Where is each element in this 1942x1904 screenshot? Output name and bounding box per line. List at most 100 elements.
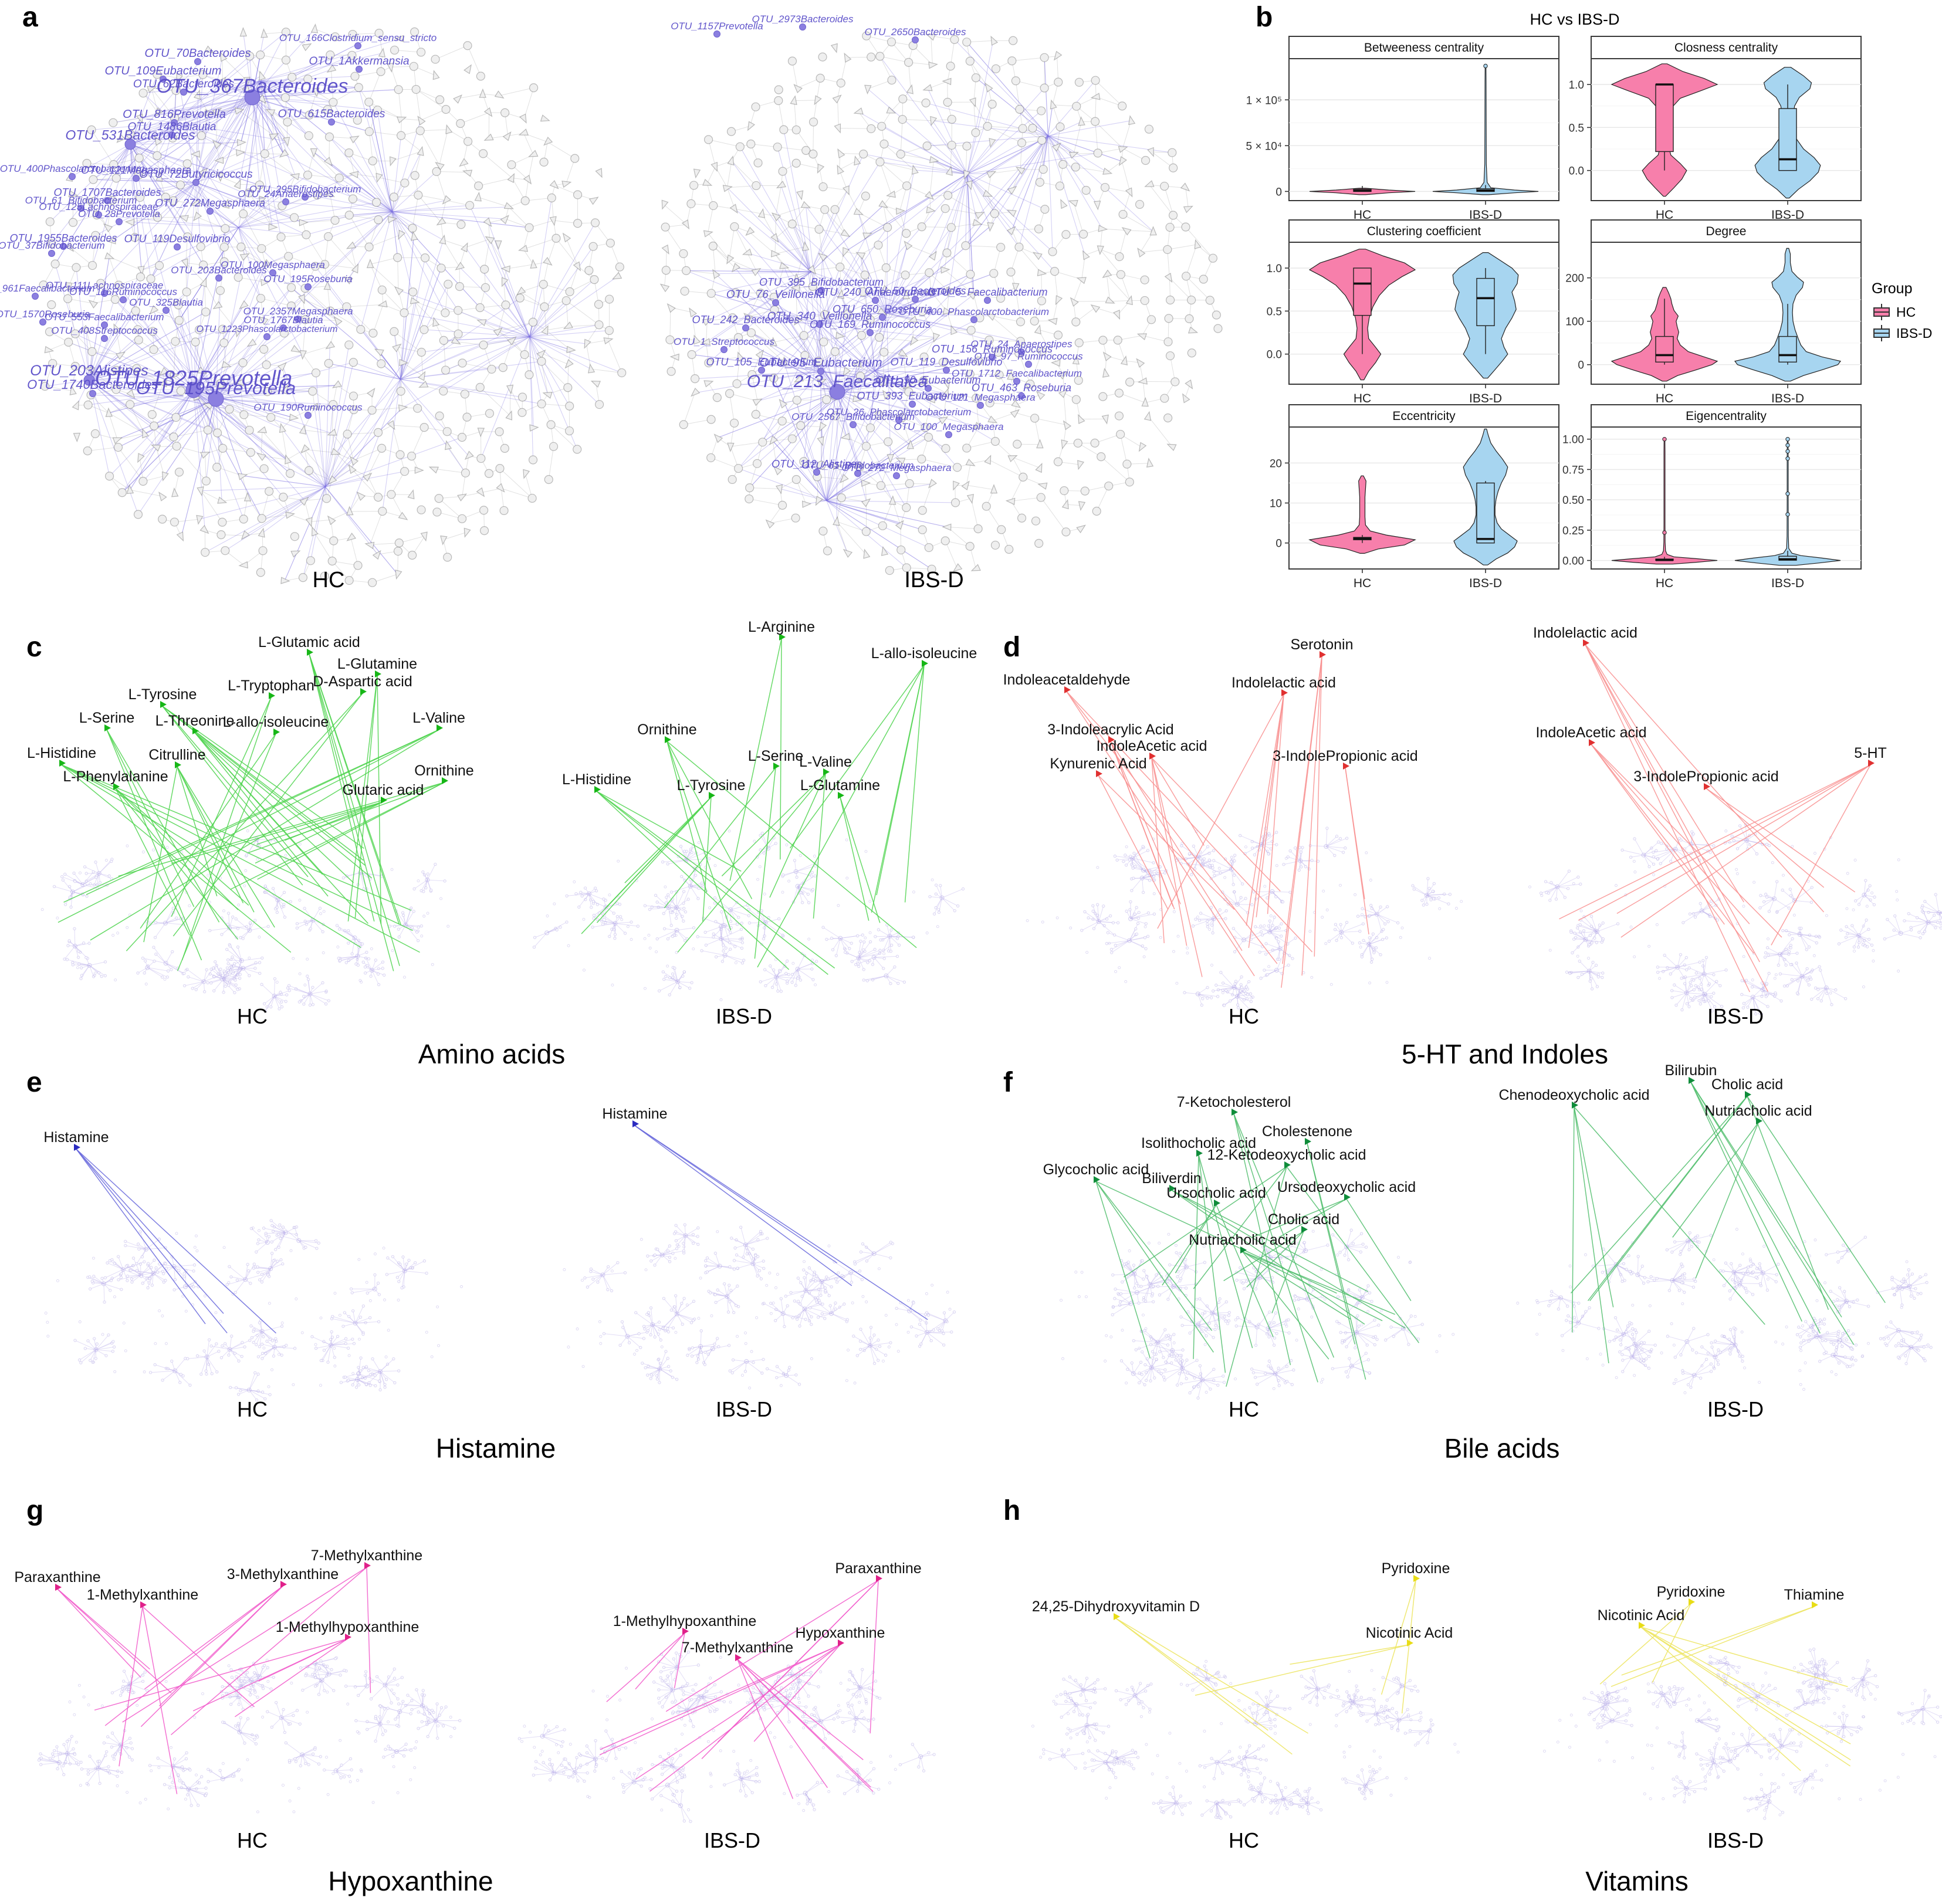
violin-facet: Eccentricity 0 10 20 HC IBS-D <box>1270 404 1559 590</box>
y-tick-label: 0.50 <box>1562 494 1584 507</box>
y-tick-label: 1.0 <box>1569 79 1584 92</box>
legend-title: Group <box>1872 280 1913 297</box>
category-title: Vitamins <box>1585 1866 1689 1896</box>
metabolite-label: L-allo-isoleucine <box>223 714 329 730</box>
metabolite-node <box>1320 651 1326 658</box>
otu-label: OTU_119Desulfovibrio <box>124 233 231 245</box>
metabolite-node <box>307 649 313 656</box>
metabolite-node <box>273 729 280 736</box>
y-tick-label: 0 <box>1276 186 1282 198</box>
otu-label: OTU_121Megasphaera <box>81 164 191 176</box>
otu-label: OTU_816Prevotella <box>123 108 226 121</box>
facet-title: Clustering coefficient <box>1367 225 1481 238</box>
y-tick-label: 0 <box>1276 538 1282 550</box>
metabolite-node <box>104 724 111 731</box>
metabolite-label: L-Tyrosine <box>677 777 746 794</box>
otu-label: OTU_105_Eubacterium <box>706 356 817 368</box>
metabolite-label: Thiamine <box>1784 1587 1845 1603</box>
otu-label: OTU_190Ruminococcus <box>253 402 363 413</box>
otu-label: OTU_1712_Faecalibacterium <box>952 368 1082 379</box>
violin-facet: Degree 0 100 200 HC IBS-D <box>1565 219 1862 405</box>
otu-label: OTU_340_Veillonella <box>767 310 872 323</box>
facet-title: Eigencentrality <box>1686 409 1767 423</box>
otu-label: OTU_2357Megasphaera <box>243 306 353 317</box>
metabolite-label: Citrulline <box>148 747 205 763</box>
metabolite-node <box>1094 1176 1100 1183</box>
legend-label-ibsd: IBS-D <box>1896 325 1933 341</box>
metabolite-node <box>922 660 928 667</box>
x-group-label: IBS-D <box>1469 577 1502 590</box>
otu-label: OTU_242_Bacteroides <box>692 314 799 326</box>
legend-item-ibsd: IBS-D <box>1872 323 1932 343</box>
metabolite-node <box>59 760 66 767</box>
subnet-caption: IBS-D <box>715 1397 773 1421</box>
otu-label: OTU_97_Ruminococcus <box>974 351 1083 362</box>
metabolite-node <box>1096 770 1102 777</box>
metabolite-label: Nicotinic Acid <box>1366 1625 1453 1641</box>
subnet-caption: HC <box>237 1828 268 1852</box>
metabolite-label: L-Tryptophan <box>228 677 314 694</box>
otu-label: OTU_109Eubacterium <box>105 65 222 77</box>
metabolite-node <box>437 724 443 731</box>
metabolite-label: Glycocholic acid <box>1043 1161 1149 1178</box>
otu-label: OTU_1_Streptococcus <box>674 336 774 347</box>
metabolite-node <box>345 1634 351 1641</box>
legend-label-hc: HC <box>1896 304 1916 320</box>
metabolite-label: Ornithine <box>414 763 473 779</box>
metabolite-node <box>1639 1622 1645 1629</box>
y-tick-label: 200 <box>1565 273 1584 285</box>
panel-a-network-hc: OTU_367Bacteroides OTU_70Bacteroides OTU_1… <box>0 23 627 587</box>
otu-label: OTU_61_Bifidobacterium <box>25 195 137 206</box>
otu-label: OTU_125Lachnospiraceae <box>39 201 158 212</box>
metabolite-node <box>1756 1117 1762 1124</box>
subnet-c-ibsd: L-Arginine L-allo-isoleucine Ornithine L-Se… <box>532 619 977 1001</box>
metabolite-label: Cholic acid <box>1268 1211 1339 1228</box>
metabolite-node <box>1305 1138 1311 1145</box>
subnet-caption: HC <box>237 1397 268 1421</box>
x-group-label: IBS-D <box>1469 208 1502 222</box>
metabolite-node <box>665 736 671 743</box>
metabolite-node <box>1196 1150 1203 1157</box>
metabolite-node <box>1868 760 1875 767</box>
otu-label: OTU_1740Bacteroides <box>27 377 158 392</box>
subnet-h-hc: Pyridoxine 24,25-Dihydroxyvitamin D Nicoti… <box>1031 1560 1460 1820</box>
otu-label: OTU_28Prevotella <box>78 208 160 219</box>
otu-label: OTU_400Phascolarctobacterium <box>0 163 144 174</box>
metabolite-label: Nutriacholic acid <box>1704 1103 1812 1119</box>
otu-label: OTU_650_Roseburia <box>833 303 932 315</box>
otu-label: OTU_119_Desulfovibrio <box>891 356 1003 368</box>
metabolite-label: 1-Methylxanthine <box>87 1587 198 1603</box>
otu-label: OTU_111Lachnospiraceae <box>46 280 164 291</box>
subnet-caption: IBS-D <box>1707 1004 1764 1028</box>
x-group-label: HC <box>1354 577 1371 590</box>
metabolite-node <box>632 1120 639 1127</box>
metabolite-node <box>1301 1226 1308 1233</box>
metabolite-node <box>442 777 448 784</box>
otu-label: OTU_1825Prevotella <box>95 366 292 390</box>
otu-label: OTU_62Bacteroides <box>133 78 235 90</box>
y-tick-label: 0.75 <box>1562 464 1584 476</box>
outlier-point <box>1785 449 1790 454</box>
metabolite-label: 12-Ketodeoxycholic acid <box>1207 1147 1366 1163</box>
metabolite-label: L-allo-isoleucine <box>871 645 977 662</box>
metabolite-node <box>1413 1575 1420 1582</box>
subnet-h-ibsd: Pyridoxine Nicotinic Acid Thiamine <box>1543 1584 1942 1820</box>
otu-label: OTU_213_Faecalitalea <box>747 372 928 391</box>
metabolite-label: IndoleAcetic acid <box>1535 724 1646 741</box>
category-title: Bile acids <box>1444 1433 1560 1463</box>
violin-shape <box>1308 475 1416 554</box>
x-group-label: HC <box>1354 392 1371 405</box>
box <box>1476 277 1495 326</box>
metabolite-node <box>74 1144 80 1151</box>
subnet-e-ibsd: Histamine <box>563 1106 956 1390</box>
metabolite-label: L-Valine <box>412 710 465 726</box>
metabolite-label: L-Arginine <box>748 619 815 635</box>
subnet-d-hc: Serotonin Indoleacetaldehyde Indolelactic … <box>1003 636 1463 1012</box>
panel-b-letter: b <box>1256 2 1273 33</box>
category-title: 5-HT and Indoles <box>1401 1039 1609 1069</box>
otu-label: OTU_1570Roseburia <box>0 309 90 320</box>
subnet-caption: IBS-D <box>715 1004 773 1028</box>
metabolite-node <box>192 727 199 734</box>
otu-label: OTU_295Bifidobacterium <box>249 184 361 195</box>
metabolite-label: Indolelactic acid <box>1231 675 1336 691</box>
